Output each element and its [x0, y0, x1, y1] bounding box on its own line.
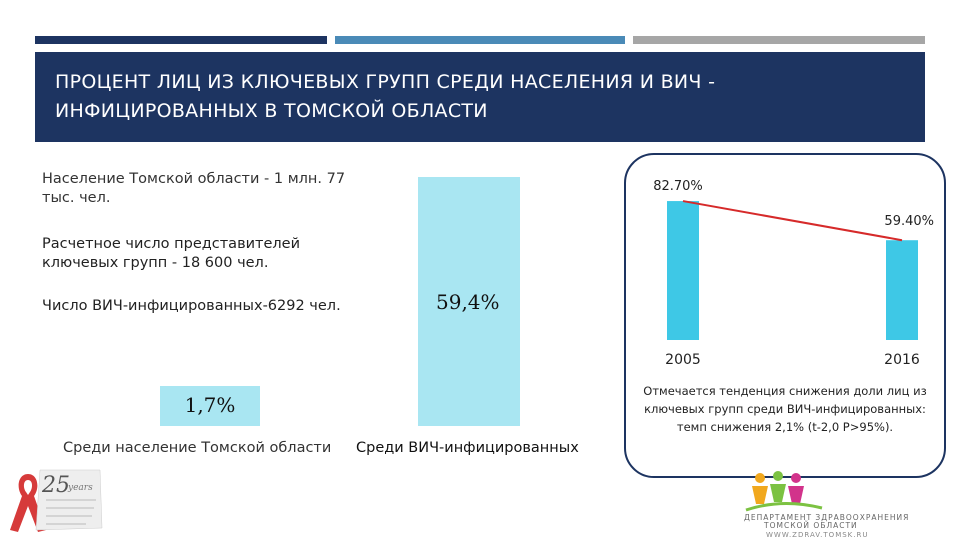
dept-url: WWW.ZDRAV.TOMSK.RU	[766, 531, 868, 539]
slide-title: ПРОЦЕНТ ЛИЦ ИЗ КЛЮЧЕВЫХ ГРУПП СРЕДИ НАСЕ…	[55, 71, 716, 122]
title-banner: ПРОЦЕНТ ЛИЦ ИЗ КЛЮЧЕВЫХ ГРУПП СРЕДИ НАСЕ…	[35, 52, 925, 142]
trend-bar-2005	[667, 201, 699, 340]
trend-chart: 82.70% 59.40% 2005 2016	[653, 179, 934, 368]
bar-population-value-label: 1,7%	[184, 393, 236, 417]
category-label-hiv: Среди ВИЧ-инфицированных	[356, 440, 579, 456]
header-accent-bar-dark	[35, 36, 327, 44]
trend-category-label-2016: 2016	[884, 352, 920, 368]
dept-name-line2: ТОМСКОЙ ОБЛАСТИ	[763, 521, 858, 530]
population-text: Население Томской области - 1 млн. 77 ты…	[42, 171, 346, 206]
trend-category-label-2005: 2005	[665, 352, 701, 368]
bar-hiv-share	[418, 177, 520, 426]
people-figures-icon	[745, 471, 823, 512]
red-ribbon-icon: 25 years	[10, 469, 103, 532]
bar-hiv-value-label: 59,4%	[436, 290, 500, 314]
trend-bar-2016	[886, 240, 918, 340]
header-accent-bar-blue	[335, 36, 625, 44]
trend-line	[682, 200, 903, 242]
ribbon-years-word: years	[67, 483, 93, 493]
department-logo: ДЕПАРТАМЕНТ ЗДРАВООХРАНЕНИЯ ТОМСКОЙ ОБЛА…	[744, 471, 909, 539]
category-label-population: Среди население Томской области	[63, 440, 332, 456]
trend-note: Отмечается тенденция снижения доли лиц и…	[643, 384, 927, 434]
header-accent-bar-gray	[633, 36, 925, 44]
bar-population-share	[160, 386, 260, 426]
ribbon-years-number: 25	[41, 473, 70, 498]
key-groups-text: Расчетное число представителей ключевых …	[42, 236, 301, 271]
hiv-count-text: Число ВИЧ-инфицированных-6292 чел.	[42, 298, 341, 314]
trend-value-label-2016: 59.40%	[884, 214, 934, 229]
trend-value-label-2005: 82.70%	[653, 179, 703, 194]
dept-name-line1: ДЕПАРТАМЕНТ ЗДРАВООХРАНЕНИЯ	[744, 513, 909, 522]
